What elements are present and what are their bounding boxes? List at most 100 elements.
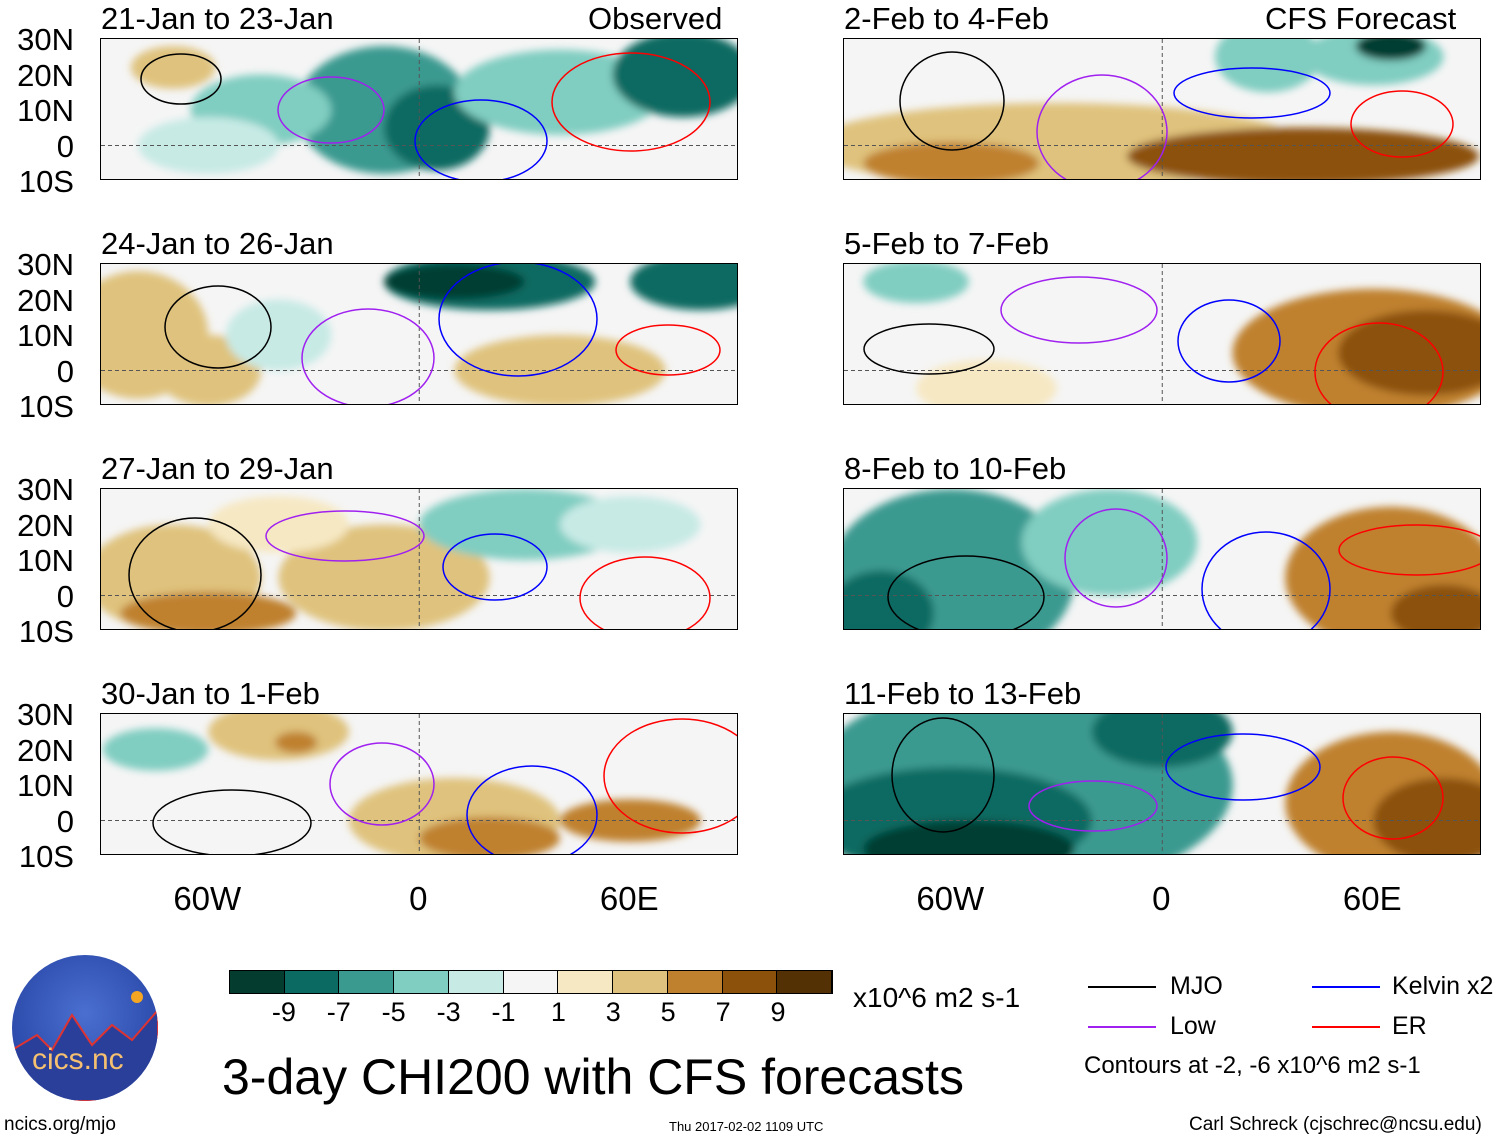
map-svg	[844, 489, 1480, 629]
map-svg	[101, 714, 737, 854]
lat-tick-label: 0	[56, 128, 74, 164]
lat-tick-label: 0	[56, 353, 74, 389]
contour-low	[265, 510, 425, 562]
contour-low	[1036, 74, 1168, 179]
contour-er	[1350, 90, 1454, 158]
legend-er: ER	[1392, 1012, 1427, 1040]
map-svg	[101, 264, 737, 404]
contour-kelvin	[1177, 299, 1281, 383]
panel-title: 2-Feb to 4-Feb	[844, 1, 1050, 36]
map-panel-24-jan-to-26-jan	[100, 263, 738, 405]
contour-low	[301, 308, 435, 404]
colorbar-tick: -1	[491, 997, 516, 1027]
lon-tick-label: 60E	[1342, 880, 1402, 917]
contour-er	[551, 52, 711, 152]
legend-er-line	[1312, 1026, 1380, 1028]
contour-mjo	[164, 285, 272, 369]
legend-kelvin: Kelvin x2	[1392, 972, 1494, 1000]
anomaly-region	[275, 731, 318, 754]
map-svg	[101, 489, 737, 629]
panel-title: 11-Feb to 13-Feb	[844, 676, 1082, 711]
contour-kelvin	[1173, 67, 1331, 119]
contour-er	[603, 718, 737, 834]
contour-low	[1064, 508, 1168, 608]
contour-mjo	[152, 789, 312, 854]
lat-tick-label: 20N	[17, 282, 74, 318]
legend-kelvin-line	[1312, 986, 1380, 988]
contour-er	[579, 556, 711, 629]
anomaly-region	[454, 335, 666, 404]
legend-mjo: MJO	[1170, 972, 1223, 1000]
anomaly-region	[559, 496, 701, 553]
colorbar-swatch	[613, 971, 668, 993]
contour-low	[1000, 276, 1158, 344]
lat-tick-label: 30N	[17, 697, 74, 732]
colorbar-tick: 5	[660, 997, 676, 1027]
anomaly-region	[630, 264, 737, 311]
contour-kelvin	[442, 533, 548, 601]
anomaly-region	[130, 46, 216, 89]
map-panel-5-feb-to-7-feb	[843, 263, 1481, 405]
contour-kelvin	[466, 765, 598, 854]
panel-title: 8-Feb to 10-Feb	[844, 451, 1067, 486]
anomaly-region	[612, 39, 737, 118]
lat-tick-label: 10S	[18, 389, 74, 424]
lat-tick-label: 10S	[18, 839, 74, 874]
anomaly-region	[863, 264, 969, 304]
map-panel-21-jan-to-23-jan	[100, 38, 738, 180]
colorbar-tick: 7	[715, 997, 731, 1027]
colorbar-tick: -5	[381, 997, 406, 1027]
contour-er	[615, 324, 721, 376]
colorbar-swatch	[667, 971, 723, 993]
colorbar-tick: 3	[605, 997, 621, 1027]
legend-low: Low	[1170, 1012, 1216, 1040]
colorbar-swatch	[230, 971, 285, 993]
contour-mjo	[899, 51, 1005, 151]
anomaly-region	[102, 728, 209, 771]
cics-logo: cics.nc	[12, 955, 158, 1101]
contour-mjo	[863, 323, 995, 375]
contour-mjo	[887, 555, 1045, 629]
lat-tick-label: 30N	[17, 247, 74, 282]
anomaly-region	[1373, 777, 1480, 854]
figure-title: 3-day CHI200 with CFS forecasts	[222, 1049, 964, 1105]
lon-tick-label: 60W	[173, 880, 242, 917]
colorbar-units: x10^6 m2 s-1	[853, 982, 1021, 1013]
map-panel-8-feb-to-10-feb	[843, 488, 1481, 630]
colorbar-swatch	[777, 971, 833, 993]
panel-title: 5-Feb to 7-Feb	[844, 226, 1050, 261]
lon-tick-label: 60W	[916, 880, 985, 917]
anomaly-region	[278, 524, 490, 629]
contour-mjo	[891, 717, 995, 833]
map-svg	[844, 39, 1480, 179]
anomaly-region	[1355, 39, 1427, 61]
lon-tick-label: 0	[1152, 880, 1171, 917]
lat-tick-label: 0	[56, 578, 74, 614]
contour-mjo	[140, 53, 222, 105]
contour-kelvin	[438, 264, 598, 377]
anomaly-region	[419, 816, 560, 854]
lat-tick-label: 10N	[17, 93, 74, 128]
contour-note: Contours at -2, -6 x10^6 m2 s-1	[1084, 1052, 1421, 1079]
anomaly-region	[120, 591, 297, 629]
map-svg	[844, 714, 1480, 854]
url-link[interactable]: ncics.org/mjo	[4, 1114, 116, 1135]
colorbar-swatch	[448, 971, 504, 993]
contour-kelvin	[1201, 531, 1331, 629]
contour-low	[329, 742, 435, 826]
legend-low-line	[1088, 1026, 1156, 1028]
anomaly-region	[1338, 310, 1480, 396]
lon-tick-label: 60E	[599, 880, 659, 917]
colorbar	[229, 970, 833, 994]
contour-low	[277, 76, 385, 144]
colorbar-tick: 9	[770, 997, 786, 1027]
colorbar-tick: -3	[436, 997, 461, 1027]
lat-tick-label: 10S	[18, 164, 74, 199]
contour-low	[1028, 780, 1158, 832]
observed-label: Observed	[588, 1, 723, 36]
contour-er	[1314, 322, 1444, 404]
colorbar-tick: 1	[550, 997, 566, 1027]
anomaly-region	[916, 359, 1057, 404]
anomaly-region	[863, 141, 1040, 179]
